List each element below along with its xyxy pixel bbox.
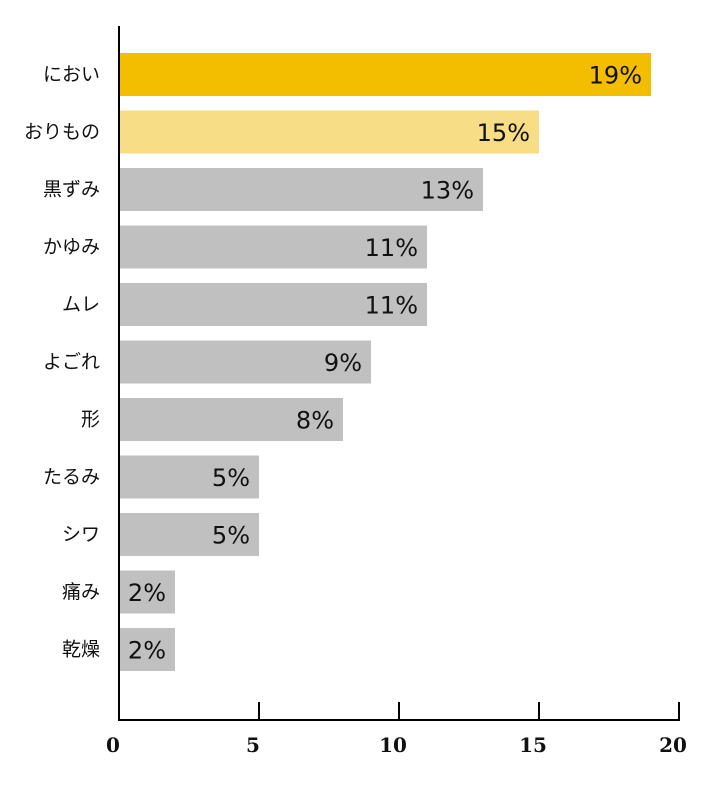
data-label: 9% [324,349,362,377]
category-label: たるみ [43,466,100,488]
data-label: 13% [421,177,474,205]
data-label: 15% [477,119,530,147]
data-labels-group: 19% 15% 13% 11% 11% 9% 8% 5% 5% 2% 2% [128,62,642,665]
bar [119,513,259,556]
data-label: 2% [128,637,166,665]
data-label: 5% [212,522,250,550]
category-label: 黒ずみ [43,179,100,201]
bar [119,340,371,384]
category-label: におい [43,64,100,86]
data-label: 5% [212,464,250,492]
category-label: 形 [81,409,100,431]
x-tick-label: 15 [519,733,547,757]
category-label: 乾燥 [62,639,100,661]
category-label: 痛み [62,581,100,603]
x-tick-label: 0 [106,733,120,757]
data-label: 11% [365,292,418,320]
x-tick-label: 20 [659,733,687,757]
category-label: おりもの [24,121,100,143]
bar [119,110,539,154]
category-label: ムレ [62,294,100,316]
x-tick-label: 10 [379,733,407,757]
bar [119,628,175,671]
bar [119,398,343,441]
bar [119,168,483,211]
bar [119,283,427,326]
bars-group [119,53,651,671]
category-label: よごれ [43,351,100,373]
data-label: 2% [128,579,166,607]
category-label: シワ [62,524,100,546]
data-label: 11% [365,234,418,262]
bar [119,570,175,614]
bar [119,53,651,96]
bar [119,455,259,499]
x-tick-label: 5 [246,733,260,757]
category-label: かゆみ [43,236,100,258]
data-label: 19% [589,62,642,90]
bar [119,225,427,269]
x-ticks-group: 0 5 10 15 20 [106,702,687,757]
data-label: 8% [296,407,334,435]
